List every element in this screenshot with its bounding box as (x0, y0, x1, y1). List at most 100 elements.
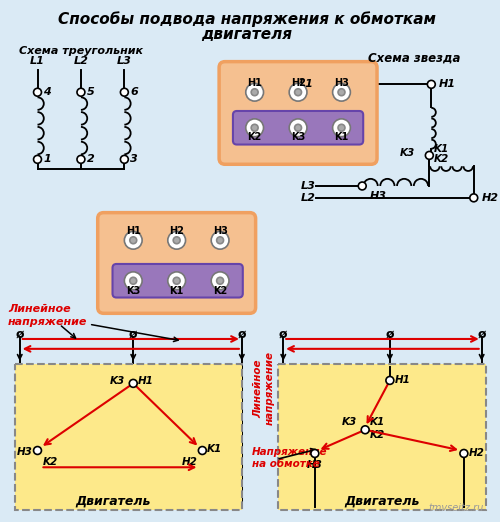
Text: Схема звезда: Схема звезда (368, 51, 460, 64)
Circle shape (251, 124, 258, 131)
Text: L2: L2 (301, 193, 316, 203)
Text: ø: ø (129, 327, 138, 340)
Circle shape (460, 449, 468, 457)
Text: ø: ø (386, 327, 394, 340)
Text: H2: H2 (290, 78, 306, 88)
Text: ø: ø (16, 327, 24, 340)
Circle shape (358, 182, 366, 190)
Text: напряжение: напряжение (8, 317, 87, 327)
Text: Двигатель: Двигатель (76, 494, 151, 507)
Text: K2: K2 (248, 132, 262, 141)
Circle shape (130, 237, 136, 244)
Circle shape (34, 88, 42, 96)
Circle shape (216, 277, 224, 284)
Text: K3: K3 (342, 417, 357, 427)
Circle shape (386, 376, 394, 384)
Circle shape (251, 89, 258, 96)
Text: K1: K1 (170, 286, 184, 295)
Text: K2: K2 (370, 430, 386, 440)
Circle shape (77, 88, 85, 96)
Circle shape (168, 231, 186, 249)
Text: Схема треугольник: Схема треугольник (19, 46, 143, 56)
Circle shape (34, 446, 42, 455)
Text: двигателя: двигателя (201, 28, 292, 42)
Text: Напряжение: Напряжение (252, 447, 327, 457)
Text: 6: 6 (130, 87, 138, 97)
Text: H2: H2 (169, 227, 184, 236)
Text: L1: L1 (30, 56, 45, 66)
Circle shape (311, 449, 319, 457)
Circle shape (246, 84, 264, 101)
Text: K1: K1 (434, 145, 450, 155)
Circle shape (294, 89, 302, 96)
Text: K2: K2 (213, 286, 227, 295)
Text: 3: 3 (130, 155, 138, 164)
Circle shape (168, 272, 186, 290)
Text: H2: H2 (182, 457, 198, 467)
Text: 4: 4 (44, 87, 51, 97)
Text: H1: H1 (439, 79, 456, 89)
Text: H3: H3 (334, 78, 349, 88)
Circle shape (120, 88, 128, 96)
Text: H3: H3 (212, 227, 228, 236)
Text: K2: K2 (42, 457, 58, 467)
Circle shape (124, 272, 142, 290)
Circle shape (120, 156, 128, 163)
Circle shape (338, 124, 345, 131)
Circle shape (173, 237, 180, 244)
FancyBboxPatch shape (233, 111, 363, 145)
Circle shape (294, 124, 302, 131)
Circle shape (211, 272, 229, 290)
Text: на обмотке: на обмотке (252, 459, 320, 469)
Circle shape (426, 151, 434, 159)
Circle shape (289, 84, 307, 101)
Text: H2: H2 (482, 193, 498, 203)
Circle shape (173, 277, 180, 284)
Text: H2: H2 (469, 448, 484, 458)
FancyBboxPatch shape (219, 62, 377, 164)
Text: K3: K3 (126, 286, 140, 295)
Circle shape (77, 156, 85, 163)
Text: H1: H1 (247, 78, 262, 88)
Text: Линейное: Линейное (8, 304, 70, 314)
Text: Линейное: Линейное (254, 359, 264, 418)
Text: K2: K2 (434, 155, 450, 164)
Circle shape (332, 119, 350, 137)
FancyBboxPatch shape (112, 264, 243, 298)
Text: L3: L3 (301, 181, 316, 191)
Text: K1: K1 (370, 417, 386, 427)
Circle shape (198, 446, 206, 455)
Circle shape (130, 379, 137, 387)
Text: H3: H3 (370, 191, 387, 201)
Text: L3: L3 (117, 56, 132, 66)
Circle shape (34, 156, 42, 163)
Text: K3: K3 (110, 376, 126, 386)
Text: 2: 2 (87, 155, 94, 164)
Text: Способы подвода напряжения к обмоткам: Способы подвода напряжения к обмоткам (58, 11, 436, 27)
Circle shape (246, 119, 264, 137)
Text: K1: K1 (208, 444, 222, 454)
Text: 5: 5 (87, 87, 94, 97)
Text: ø: ø (478, 327, 486, 340)
Text: ø: ø (238, 327, 246, 340)
Text: L2: L2 (74, 56, 88, 66)
Text: H1: H1 (395, 375, 410, 385)
Text: напряжение: напряжение (264, 351, 274, 425)
Circle shape (361, 426, 369, 434)
FancyBboxPatch shape (278, 364, 486, 509)
Circle shape (332, 84, 350, 101)
FancyBboxPatch shape (98, 212, 256, 313)
Circle shape (470, 194, 478, 202)
Text: H3: H3 (16, 447, 32, 457)
Text: ø: ø (279, 327, 287, 340)
Text: H1: H1 (126, 227, 140, 236)
Text: L1: L1 (299, 79, 314, 89)
Text: K3: K3 (400, 148, 414, 158)
FancyBboxPatch shape (15, 364, 242, 509)
Circle shape (124, 231, 142, 249)
Text: tmvseitz.ru: tmvseitz.ru (428, 503, 484, 513)
Text: H1: H1 (138, 376, 154, 386)
Text: Двигатель: Двигатель (344, 494, 420, 507)
Circle shape (216, 237, 224, 244)
Circle shape (428, 80, 436, 88)
